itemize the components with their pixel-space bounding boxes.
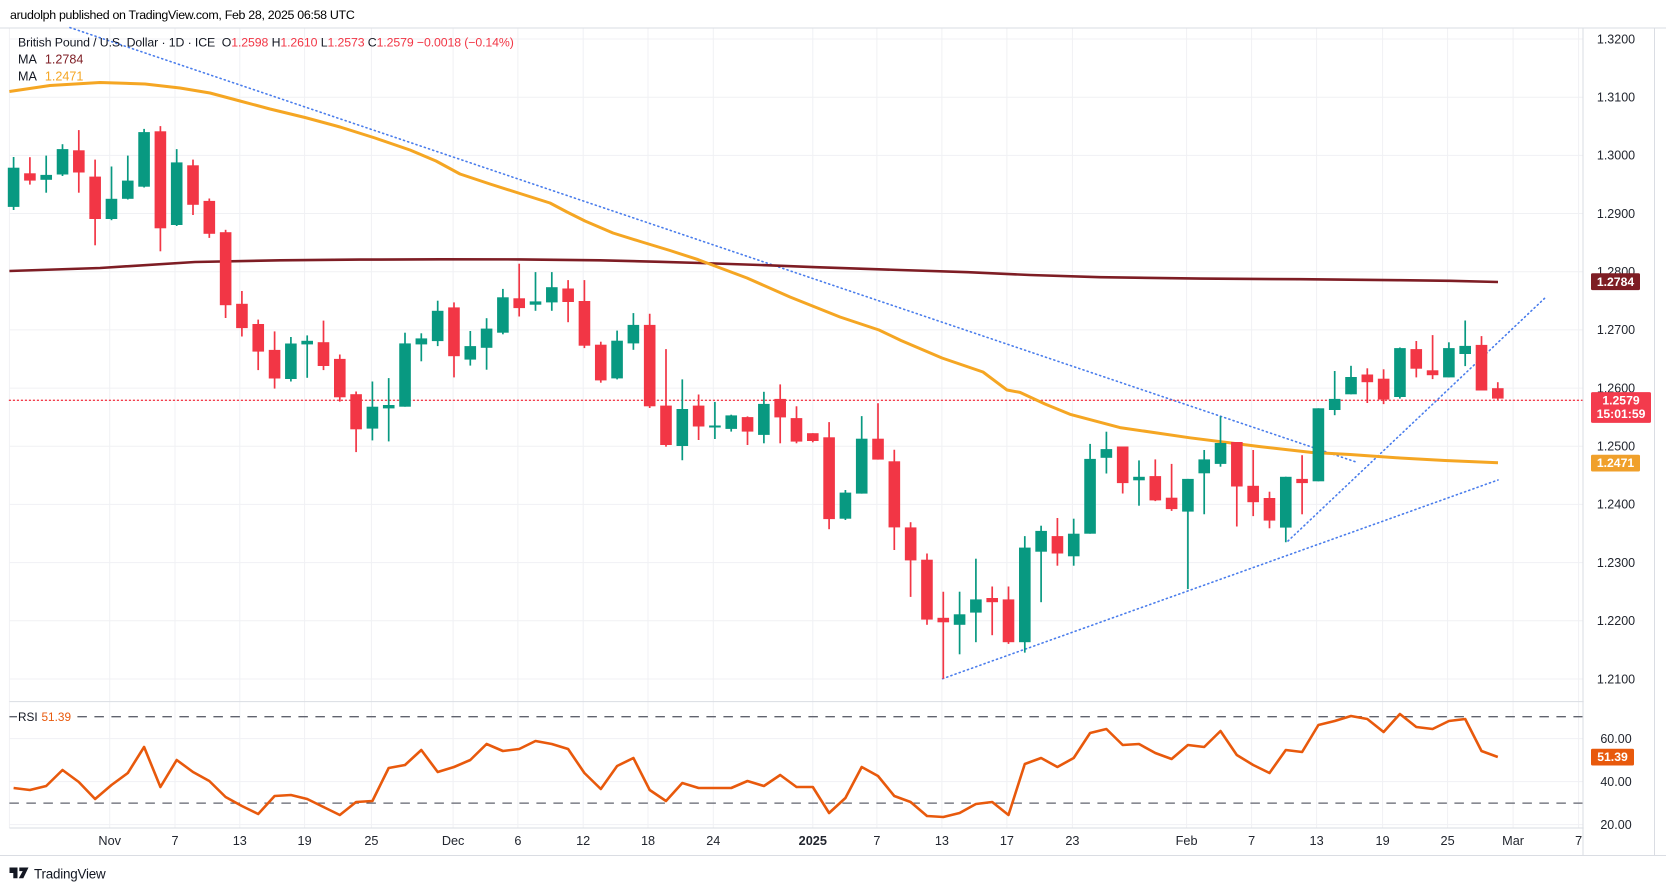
svg-text:6: 6: [514, 834, 521, 848]
svg-text:7: 7: [1575, 834, 1582, 848]
svg-text:1.2784: 1.2784: [1597, 275, 1634, 289]
svg-text:17: 17: [1000, 834, 1014, 848]
svg-text:1.3200: 1.3200: [1597, 32, 1635, 46]
svg-text:25: 25: [364, 834, 378, 848]
svg-text:1.2300: 1.2300: [1597, 556, 1635, 570]
svg-text:20.00: 20.00: [1600, 818, 1631, 832]
svg-text:1.2400: 1.2400: [1597, 498, 1635, 512]
svg-text:1.2700: 1.2700: [1597, 323, 1635, 337]
svg-text:1.2600: 1.2600: [1597, 381, 1635, 395]
svg-text:7: 7: [873, 834, 880, 848]
svg-text:arudolph published on TradingV: arudolph published on TradingView.com, F…: [10, 8, 355, 22]
svg-text:13: 13: [1310, 834, 1324, 848]
svg-text:Feb: Feb: [1176, 834, 1198, 848]
svg-text:19: 19: [298, 834, 312, 848]
svg-text:18: 18: [641, 834, 655, 848]
svg-text:Mar: Mar: [1502, 834, 1525, 848]
svg-text:1.2900: 1.2900: [1597, 207, 1635, 221]
svg-text:24: 24: [706, 834, 720, 848]
svg-text:1.2579: 1.2579: [1602, 393, 1639, 407]
svg-text:7: 7: [1248, 834, 1255, 848]
svg-text:Dec: Dec: [442, 834, 465, 848]
svg-text:23: 23: [1065, 834, 1079, 848]
svg-text:19: 19: [1376, 834, 1390, 848]
svg-text:15:01:59: 15:01:59: [1597, 407, 1646, 421]
svg-text:1.2471: 1.2471: [1597, 456, 1634, 470]
svg-text:British Pound / U.S. Dollar ·: British Pound / U.S. Dollar · 1D · ICE O…: [18, 36, 514, 50]
svg-text:25: 25: [1441, 834, 1455, 848]
svg-text:1.3100: 1.3100: [1597, 91, 1635, 105]
svg-text:13: 13: [233, 834, 247, 848]
svg-text:12: 12: [576, 834, 590, 848]
svg-text:TradingView: TradingView: [34, 866, 106, 881]
svg-text:1.2100: 1.2100: [1597, 672, 1635, 686]
svg-text:1.2200: 1.2200: [1597, 614, 1635, 628]
svg-text:1.2500: 1.2500: [1597, 440, 1635, 454]
svg-text:Nov: Nov: [98, 834, 121, 848]
svg-text:2025: 2025: [799, 834, 827, 848]
svg-text:MA1.2471: MA 1.2471: [18, 70, 83, 84]
svg-text:13: 13: [935, 834, 949, 848]
svg-text:1.3000: 1.3000: [1597, 149, 1635, 163]
svg-text:7: 7: [171, 834, 178, 848]
svg-text:40.00: 40.00: [1600, 775, 1631, 789]
svg-text:60.00: 60.00: [1600, 732, 1631, 746]
svg-text:51.39: 51.39: [1597, 750, 1628, 764]
svg-text:MA1.2784: MA 1.2784: [18, 53, 83, 67]
